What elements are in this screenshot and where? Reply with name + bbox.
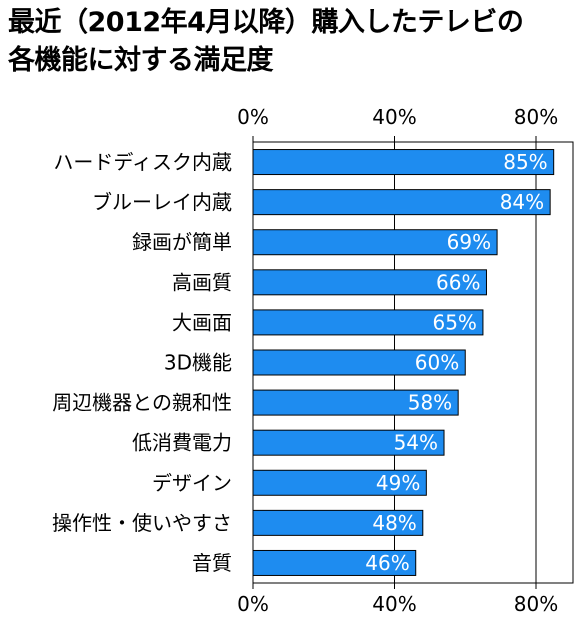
chart-title: 最近（2012年4月以降）購入したテレビの 各機能に対する満足度 (8, 4, 583, 80)
bar (252, 509, 424, 536)
bar-value-label: 65% (432, 310, 476, 334)
category-label: 録画が簡単 (132, 230, 232, 254)
category-label: 大画面 (172, 310, 232, 334)
bar-value-label: 85% (503, 150, 547, 174)
bar-value-label: 60% (415, 351, 459, 375)
bar (252, 549, 417, 576)
bottom-tick-label: 80% (514, 592, 558, 616)
category-label: デザイン (152, 471, 232, 495)
bottom-tick-label: 0% (237, 592, 269, 616)
bar-value-label: 66% (436, 270, 480, 294)
bar (252, 189, 551, 216)
category-label: 高画質 (172, 270, 232, 294)
category-label: ブルーレイ内蔵 (92, 190, 232, 214)
bar-value-label: 54% (394, 431, 438, 455)
bar-value-label: 49% (376, 471, 420, 495)
bar-value-label: 69% (447, 230, 491, 254)
top-tick-label: 40% (372, 105, 416, 129)
chart-title-line-2: 各機能に対する満足度 (8, 45, 274, 76)
category-label: 音質 (192, 551, 232, 575)
top-tick-label: 80% (514, 105, 558, 129)
bar-value-label: 48% (372, 511, 416, 535)
bar (252, 149, 555, 176)
bar (252, 309, 484, 336)
top-tick-label: 0% (237, 105, 269, 129)
bar-value-label: 46% (365, 551, 409, 575)
bar (252, 269, 487, 296)
chart-title-line-1: 最近（2012年4月以降）購入したテレビの (8, 7, 524, 38)
category-label: 操作性・使いやすさ (52, 511, 232, 535)
bar (252, 349, 466, 376)
category-label: ハードディスク内蔵 (53, 150, 232, 174)
category-label: 3D機能 (164, 351, 232, 375)
bar-value-label: 84% (500, 190, 544, 214)
bottom-tick-label: 40% (372, 592, 416, 616)
bar (252, 229, 498, 256)
bar (252, 469, 427, 496)
category-label: 低消費電力 (132, 431, 232, 455)
category-label: 周辺機器との親和性 (52, 391, 232, 415)
bar-value-label: 58% (408, 391, 452, 415)
bar (252, 389, 459, 416)
bar (252, 429, 445, 456)
